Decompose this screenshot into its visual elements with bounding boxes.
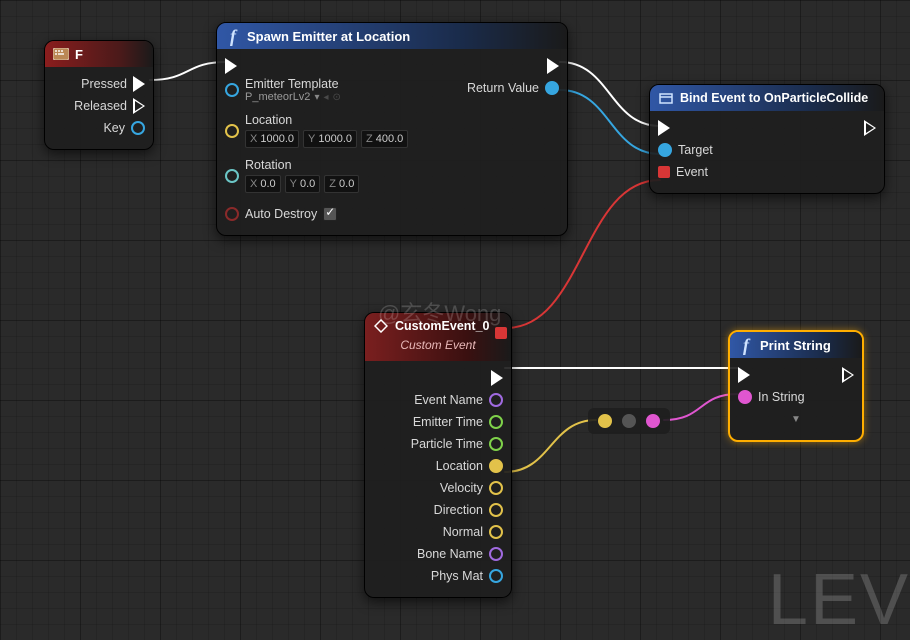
exec-in[interactable] [225,55,237,77]
exec-pin-icon [842,367,854,383]
pin-particle-time[interactable]: Particle Time [373,433,503,455]
keyboard-icon [53,46,69,62]
node-subtitle: Custom Event [373,338,503,356]
node-title: Bind Event to OnParticleCollide [680,91,868,105]
reroute-pin-out[interactable] [646,414,660,428]
node-spawn-emitter[interactable]: f Spawn Emitter at Location Emitter Temp… [216,22,568,236]
vec-z[interactable]: Z400.0 [361,130,408,148]
node-title: Print String [760,338,831,353]
delegate-pin-icon [658,166,670,178]
pin-emitter-template[interactable]: Emitter Template P_meteorLv2 ▾ ◂ ⊙ [225,77,408,103]
node-title: F [75,47,83,62]
exec-in[interactable] [658,117,670,139]
node-custom-event[interactable]: CustomEvent_0 Custom Event Event Name Em… [364,312,512,598]
chevron-down-icon: ▾ [314,92,319,103]
data-pin-icon [489,525,503,539]
rot-z[interactable]: Z0.0 [324,175,359,193]
data-pin-icon [489,503,503,517]
data-pin-icon [489,415,503,429]
pin-auto-destroy[interactable]: Auto Destroy [225,203,408,225]
chevron-left-icon: ◂ [323,92,328,103]
pin-normal[interactable]: Normal [373,521,503,543]
exec-pin-icon [738,367,750,383]
exec-pin-icon [133,76,145,92]
data-pin-icon [225,83,239,97]
pin-emitter-time[interactable]: Emitter Time [373,411,503,433]
node-header: F [45,41,153,67]
exec-pin-icon [547,58,559,74]
asset-dropdown[interactable]: P_meteorLv2 ▾ ◂ ⊙ [245,91,341,103]
pin-location[interactable]: Location [373,455,503,477]
pin-event-name[interactable]: Event Name [373,389,503,411]
data-pin-icon [489,459,503,473]
browse-icon: ⊙ [333,92,341,103]
node-print-string[interactable]: f Print String In String ▼ [728,330,864,442]
exec-out[interactable] [373,367,503,389]
exec-pin-icon [658,120,670,136]
event-icon [658,90,674,106]
node-header: f Spawn Emitter at Location [217,23,567,49]
rot-y[interactable]: Y0.0 [285,175,321,193]
checkbox[interactable] [323,207,337,221]
node-header: f Print String [730,332,862,358]
pin-pressed[interactable]: Pressed [53,73,145,95]
reroute-pin-in[interactable] [598,414,612,428]
node-f-key[interactable]: F Pressed Released Key [44,40,154,150]
exec-out[interactable] [547,55,559,77]
function-icon: f [225,28,241,44]
rot-x[interactable]: X0.0 [245,175,281,193]
data-pin-icon [131,121,145,135]
reroute-node[interactable] [588,408,670,434]
pin-direction[interactable]: Direction [373,499,503,521]
pin-bone-name[interactable]: Bone Name [373,543,503,565]
exec-pin-icon [491,370,503,386]
reroute-pin-mid [622,414,636,428]
pin-velocity[interactable]: Velocity [373,477,503,499]
node-title: Spawn Emitter at Location [247,29,410,44]
vec-y[interactable]: Y1000.0 [303,130,357,148]
function-icon: f [738,337,754,353]
data-pin-icon [225,207,239,221]
vec-x[interactable]: X1000.0 [245,130,299,148]
pin-rotation[interactable]: Rotation X0.0 Y0.0 Z0.0 [225,158,408,193]
pin-key[interactable]: Key [53,117,145,139]
exec-pin-icon [133,98,145,114]
exec-pin-icon [864,120,876,136]
pin-return-value[interactable]: Return Value [467,77,559,99]
exec-in[interactable] [738,364,750,386]
pin-location[interactable]: Location X1000.0 Y1000.0 Z400.0 [225,113,408,148]
pin-phys-mat[interactable]: Phys Mat [373,565,503,587]
data-pin-icon [225,169,239,183]
expand-toggle[interactable]: ▼ [738,408,854,430]
pin-in-string[interactable]: In String [738,386,854,408]
corner-text: LEV [768,572,910,630]
delegate-out-pin[interactable] [495,327,507,339]
data-pin-icon [545,81,559,95]
data-pin-icon [489,437,503,451]
data-pin-icon [658,143,672,157]
data-pin-icon [489,393,503,407]
pin-event[interactable]: Event [658,161,876,183]
pin-target[interactable]: Target [658,139,876,161]
data-pin-icon [489,547,503,561]
exec-out[interactable] [842,364,854,386]
exec-out[interactable] [864,117,876,139]
exec-pin-icon [225,58,237,74]
pin-released[interactable]: Released [53,95,145,117]
data-pin-icon [489,569,503,583]
data-pin-icon [738,390,752,404]
data-pin-icon [489,481,503,495]
node-header: Bind Event to OnParticleCollide [650,85,884,111]
data-pin-icon [225,124,239,138]
node-bind-event[interactable]: Bind Event to OnParticleCollide Target E… [649,84,885,194]
watermark-text: @玄冬Wong [378,296,501,328]
